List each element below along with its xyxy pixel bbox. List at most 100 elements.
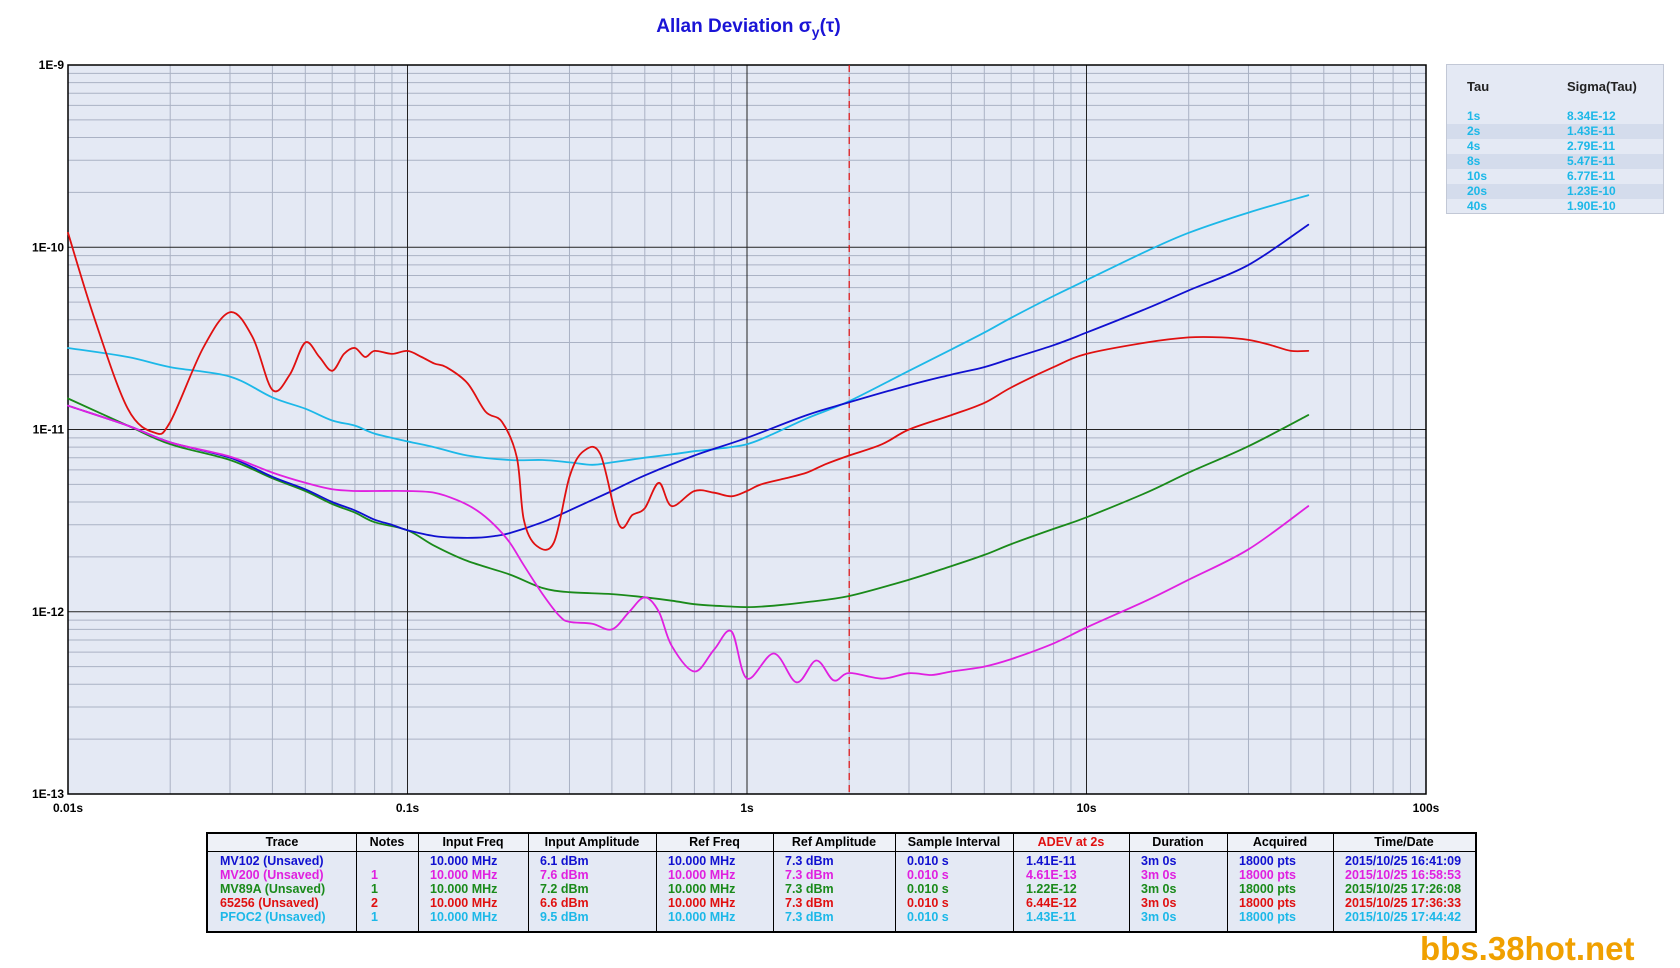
- table-cell: 3m 0s: [1141, 854, 1177, 868]
- table-cell: 0.010 s: [907, 882, 949, 896]
- table-cell: 2015/10/25 16:41:09: [1345, 854, 1462, 868]
- table-cell: MV200 (Unsaved): [220, 868, 324, 882]
- table-cell: 3m 0s: [1141, 868, 1177, 882]
- table-row: PFOC2 (Unsaved) 1 10.000 MHz 9.5 dBm 10.000 …: [208, 910, 1475, 925]
- table-cell: 1: [371, 868, 378, 882]
- table-cell: 6.1 dBm: [540, 854, 589, 868]
- y-tick-label: 1E-11: [33, 423, 65, 437]
- x-tick-label: 0.1s: [396, 801, 420, 815]
- table-cell: 18000 pts: [1239, 868, 1296, 882]
- tau-value: 20s: [1467, 184, 1488, 198]
- column-divider: [528, 834, 529, 931]
- chart-title-text: Allan Deviation: [656, 16, 794, 37]
- table-cell: 1.22E-12: [1026, 882, 1077, 896]
- series-line-2: [67, 397, 1310, 608]
- table-cell: 4.61E-13: [1026, 868, 1077, 882]
- column-header: Notes: [356, 834, 418, 852]
- table-cell: 7.3 dBm: [785, 882, 834, 896]
- table-cell: 7.3 dBm: [785, 854, 834, 868]
- tau-row: 1s 8.34E-12: [1447, 109, 1663, 124]
- column-divider: [1333, 834, 1334, 931]
- trace-table: Trace Notes Input Freq Input Amplitude Ref F…: [206, 832, 1477, 933]
- column-divider: [656, 834, 657, 931]
- sigma-value: 2.79E-11: [1567, 139, 1616, 153]
- table-cell: 10.000 MHz: [430, 896, 498, 910]
- chart-title-symbol: σ: [798, 16, 812, 37]
- x-tick-label: 0.01s: [53, 801, 83, 815]
- column-header: Ref Freq: [656, 834, 773, 852]
- y-tick-label: 1E-13: [32, 787, 64, 801]
- table-cell: 10.000 MHz: [430, 854, 498, 868]
- tau-header: Tau: [1467, 79, 1490, 94]
- column-header: Ref Amplitude: [773, 834, 895, 852]
- table-cell: 2015/10/25 17:26:08: [1345, 882, 1462, 896]
- table-cell: 18000 pts: [1239, 882, 1296, 896]
- table-row: MV102 (Unsaved) 10.000 MHz 6.1 dBm 10.000 M…: [208, 854, 1475, 869]
- y-tick-label: 1E-12: [32, 605, 64, 619]
- column-divider: [1013, 834, 1014, 931]
- sigma-value: 1.23E-10: [1567, 184, 1616, 198]
- table-cell: 0.010 s: [907, 910, 949, 924]
- column-divider: [418, 834, 419, 931]
- tau-sigma-table: Tau Sigma(Tau) 1s 8.34E-12 2s 1.43E-11 4s 2.7…: [1446, 64, 1664, 214]
- y-tick-label: 1E-9: [39, 58, 65, 72]
- tau-value: 1s: [1467, 109, 1481, 123]
- table-cell: 7.6 dBm: [540, 868, 589, 882]
- table-cell: 10.000 MHz: [668, 910, 736, 924]
- sigma-value: 1.90E-10: [1567, 199, 1616, 213]
- table-cell: 9.5 dBm: [540, 910, 589, 924]
- sigma-value: 5.47E-11: [1567, 154, 1616, 168]
- column-divider: [356, 834, 357, 931]
- table-row: 65256 (Unsaved) 2 10.000 MHz 6.6 dBm 10.000 …: [208, 896, 1475, 911]
- sigma-value: 6.77E-11: [1567, 169, 1616, 183]
- tau-row: 2s 1.43E-11: [1447, 124, 1663, 139]
- table-cell: 1: [371, 910, 378, 924]
- y-tick-label: 1E-10: [32, 240, 64, 254]
- table-cell: 18000 pts: [1239, 854, 1296, 868]
- table-cell: 10.000 MHz: [668, 854, 736, 868]
- series-line-0: [67, 223, 1310, 539]
- table-cell: 10.000 MHz: [668, 882, 736, 896]
- table-cell: 3m 0s: [1141, 910, 1177, 924]
- plot-border: [67, 64, 1427, 795]
- sigma-value: 1.43E-11: [1567, 124, 1616, 138]
- tau-row: 20s 1.23E-10: [1447, 184, 1663, 199]
- series-line-1: [67, 404, 1310, 684]
- x-tick-label: 100s: [1413, 801, 1440, 815]
- x-tick-label: 1s: [740, 801, 754, 815]
- table-cell: 2015/10/25 17:36:33: [1345, 896, 1462, 910]
- table-cell: 1: [371, 882, 378, 896]
- watermark: bbs.38hot.net: [1420, 930, 1635, 967]
- column-header: Sample Interval: [895, 834, 1013, 852]
- column-header: Trace: [208, 834, 356, 852]
- sigma-header: Sigma(Tau): [1567, 79, 1637, 94]
- column-header: Acquired: [1227, 834, 1333, 852]
- tau-value: 8s: [1467, 154, 1481, 168]
- chart-title-subscript: y: [811, 23, 820, 40]
- tau-value: 10s: [1467, 169, 1488, 183]
- tau-row: 40s 1.90E-10: [1447, 199, 1663, 214]
- table-cell: 0.010 s: [907, 896, 949, 910]
- table-cell: 0.010 s: [907, 854, 949, 868]
- table-cell: 18000 pts: [1239, 896, 1296, 910]
- chart-title-suffix: (τ): [819, 16, 841, 37]
- table-cell: 10.000 MHz: [430, 882, 498, 896]
- table-cell: 3m 0s: [1141, 882, 1177, 896]
- series-line-3: [67, 231, 1310, 551]
- table-cell: 65256 (Unsaved): [220, 896, 319, 910]
- table-cell: 7.2 dBm: [540, 882, 589, 896]
- table-cell: MV89A (Unsaved): [220, 882, 326, 896]
- series-line-4: [67, 194, 1310, 466]
- tau-value: 4s: [1467, 139, 1481, 153]
- table-cell: 6.6 dBm: [540, 896, 589, 910]
- column-header: ADEV at 2s: [1013, 834, 1129, 852]
- x-tick-label: 10s: [1076, 801, 1096, 815]
- column-header: Input Amplitude: [528, 834, 656, 852]
- tau-value: 2s: [1467, 124, 1481, 138]
- table-cell: PFOC2 (Unsaved): [220, 910, 326, 924]
- tau-row: 10s 6.77E-11: [1447, 169, 1663, 184]
- table-cell: MV102 (Unsaved): [220, 854, 324, 868]
- table-cell: 0.010 s: [907, 868, 949, 882]
- tau-row: 4s 2.79E-11: [1447, 139, 1663, 154]
